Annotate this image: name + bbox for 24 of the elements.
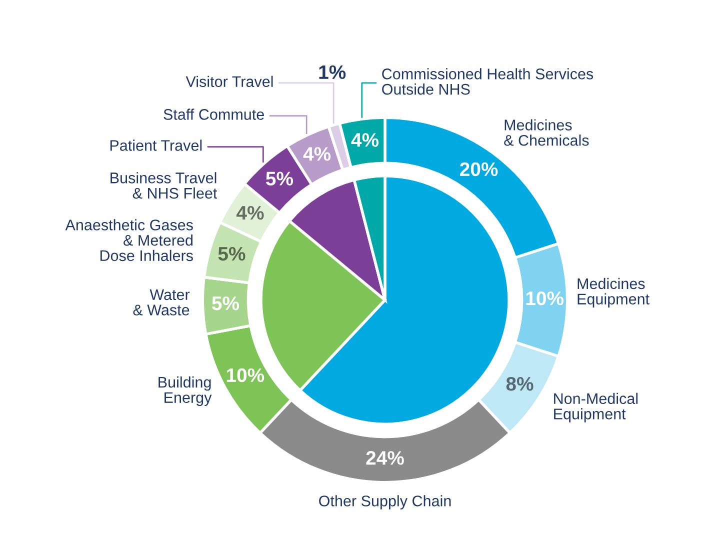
data-label: 24% (366, 451, 404, 465)
slice-label: Patient Travel (110, 140, 202, 151)
slice-label: Medicines & Chemicals (504, 119, 589, 146)
slice-label: Anaesthetic Gases & Metered Dose Inhalers (65, 219, 193, 262)
data-label: 4% (303, 147, 331, 161)
data-label: 20% (460, 162, 498, 176)
slice-label: Visitor Travel (186, 76, 273, 88)
data-label: 5% (212, 296, 240, 310)
data-label: 8% (506, 376, 534, 391)
slice-label: Medicines Equipment (578, 278, 650, 308)
data-label: 10% (526, 291, 564, 306)
data-label: 10% (226, 368, 264, 382)
data-label: 5% (266, 172, 293, 186)
slice-label: Non-Medical Equipment (554, 392, 638, 422)
slice-label: Water & Waste (133, 289, 190, 316)
slice-label: Staff Commute (164, 108, 264, 120)
data-label: 1% (319, 65, 346, 80)
data-label: 5% (218, 246, 246, 261)
slice-label: Business Travel & NHS Fleet (110, 172, 218, 199)
data-label: 4% (236, 206, 264, 220)
data-label: 4% (351, 133, 379, 147)
slice-label: Other Supply Chain (319, 495, 451, 510)
slice-label: Building Energy (158, 376, 212, 406)
slice-label: Commissioned Health Services Outside NHS (382, 68, 594, 95)
